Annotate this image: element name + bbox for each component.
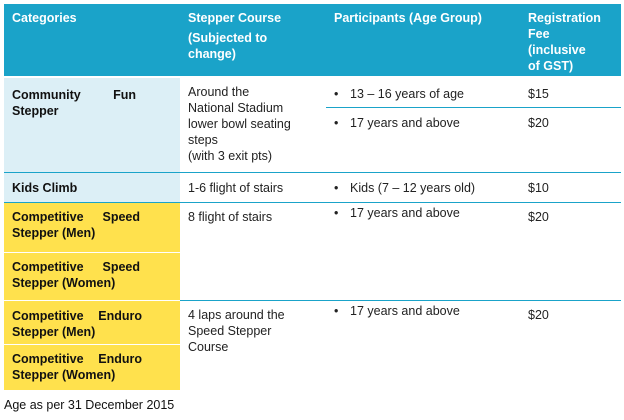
fee-community-2: $20 [520,107,621,173]
participants-speed: • 17 years and above [326,202,520,301]
header-categories: Categories [4,4,180,78]
participants-community-2: • 17 years and above [326,107,520,173]
bullet-icon: • [334,180,339,195]
course-kids: 1-6 flight of stairs [180,172,326,203]
header-stepper-course: Stepper Course (Subjected to change) [180,4,326,78]
fee-kids: $10 [520,172,621,203]
category-enduro-men: Competitive Enduro Stepper (Men) [4,300,180,345]
fee-community-1: $15 [520,77,621,108]
header-registration-fee: Registration Fee (inclusive of GST) [520,4,621,78]
event-categories-table: Categories Stepper Course (Subjected to … [4,4,621,390]
header-participants: Participants (Age Group) [326,4,520,78]
bullet-icon: • [334,303,339,318]
table-row: Competitive Speed Stepper (Women) [4,252,621,301]
category-community-fun-stepper: Community Fun Stepper [4,77,180,173]
participants-enduro: • 17 years and above [334,303,460,318]
category-speed-women: Competitive Speed Stepper (Women) [4,252,180,301]
course-enduro: 4 laps around the Speed Stepper Course [188,307,285,354]
participants-community-1: • 13 – 16 years of age [326,77,520,108]
category-kids-climb: Kids Climb [4,172,180,203]
category-speed-men: Competitive Speed Stepper (Men) [4,202,180,253]
table-row: Competitive Speed Stepper (Men) 8 flight… [4,202,621,301]
fee-speed: $20 [520,202,621,301]
bullet-icon: • [334,115,339,130]
bullet-icon: • [334,205,339,220]
bullet-icon: • [334,87,339,101]
table-row: Community Fun Stepper Around the Nationa… [4,77,621,173]
table-header-row: Categories Stepper Course (Subjected to … [4,4,621,78]
table-row: Kids Climb 1-6 flight of stairs • Kids (7… [4,172,621,203]
participants-kids: • Kids (7 – 12 years old) [326,172,520,203]
table-row: Competitive Enduro Stepper (Men) 4 laps … [4,300,621,354]
course-community: Around the National Stadium lower bowl s… [180,77,326,173]
table-row: Competitive Enduro Stepper (Women) [4,344,621,390]
age-footnote: Age as per 31 December 2015 [4,398,175,412]
fee-enduro: $20 [528,307,549,322]
course-speed: 8 flight of stairs [180,202,326,301]
table-row: • 17 years and above $20 [4,107,621,173]
category-enduro-women: Competitive Enduro Stepper (Women) [4,344,180,390]
